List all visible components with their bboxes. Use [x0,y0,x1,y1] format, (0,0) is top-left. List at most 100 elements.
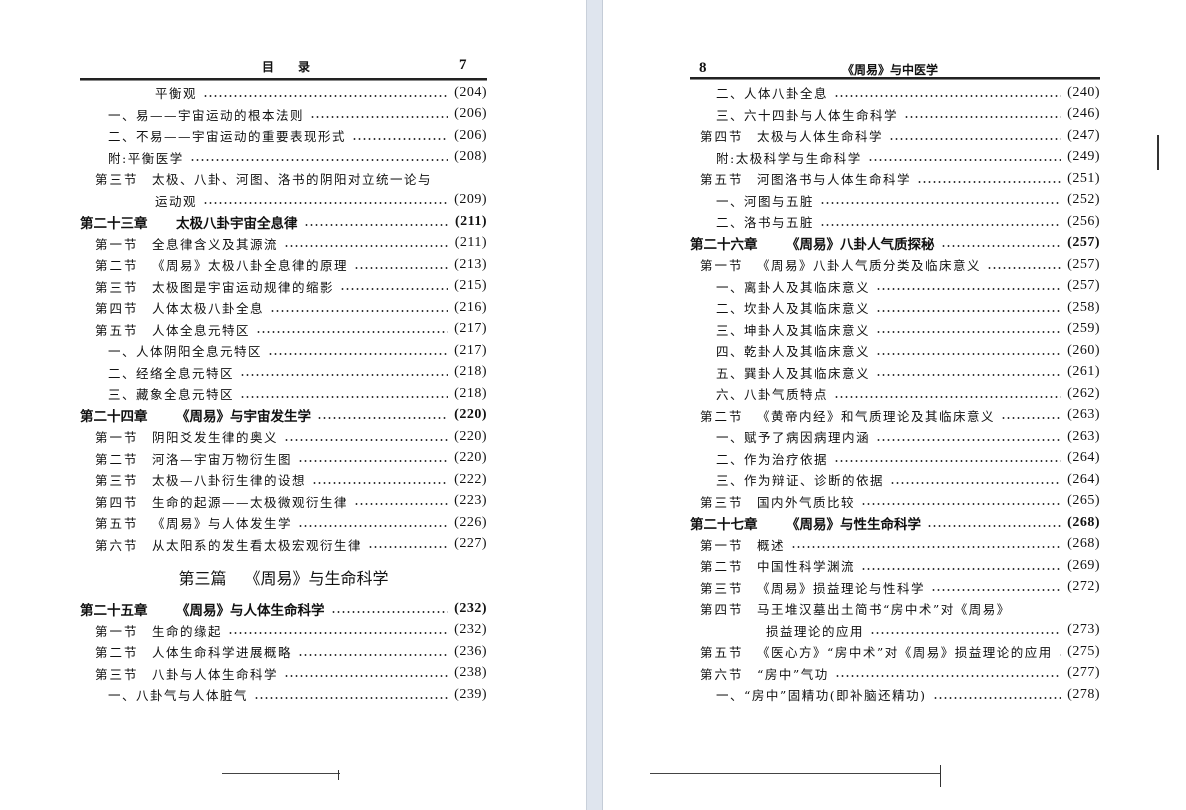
entry-number: 第三节 [95,279,139,295]
dot-leader [203,202,449,205]
entry-number: 第二十五章 [80,602,148,619]
entry-title: 二、人体八卦全息 [716,86,829,102]
toc-entry-item: 附:太极科学与生命科学 (249) [690,147,1100,169]
toc-entry-item: 一、易——宇宙运动的根本法则 (206) [80,104,487,126]
entry-number: 第二十三章 [80,215,148,232]
entry-number: 第一节 [700,537,744,553]
entry-page: (264) [1067,471,1100,487]
entry-page: (263) [1067,407,1100,423]
dot-leader [890,481,1062,484]
entry-number: 第三节 [95,666,139,682]
dot-leader [298,460,449,463]
right-footer-tick [940,765,941,787]
entry-title: 人体生命科学进展概略 [152,645,293,661]
entry-page: (206) [454,106,487,122]
entry-title: 生命的起源——太极微观衍生律 [152,494,349,510]
entry-number: 第六节 [700,666,744,682]
entry-title: 三、六十四卦与人体生命科学 [716,107,899,123]
left-footer-tick [338,770,339,780]
toc-entry-section: 第四节 人体太极八卦全息 (216) [80,297,487,319]
entry-title: 生命的缘起 [152,623,223,639]
toc-entry-chapter: 第二十六章 《周易》八卦人气质探秘 (257) [690,233,1100,255]
dot-leader [940,245,1062,248]
entry-title: 从太阳系的发生看太极宏观衍生律 [152,537,363,553]
entry-page: (211) [454,235,487,251]
toc-entry-section: 第一节 概述 (268) [690,534,1100,556]
toc-entry-section: 第三节 《周易》损益理论与性科学 (272) [690,577,1100,599]
entry-page: (251) [1067,170,1100,186]
toc-entry-section: 第六节 从太阳系的发生看太极宏观衍生律 (227) [80,534,487,556]
toc-entry-section: 第四节 太极与人体生命科学 (247) [690,125,1100,147]
entry-page: (239) [454,686,487,702]
toc-entry-item: 二、作为治疗依据 (264) [690,448,1100,470]
toc-entry-section: 第二节 《黄帝内经》和气质理论及其临床意义 (263) [690,405,1100,427]
toc-entry-section: 第二节 人体生命科学进展概略 (236) [80,641,487,663]
toc-left: 平衡观 (204) 一、易——宇宙运动的根本法则 (206) 二、不易——宇宙运动的重要… [80,82,487,706]
entry-number: 第二节 [95,258,139,274]
toc-entry-section: 第三节 太极图是宇宙运动规律的缩影 (215) [80,276,487,298]
dot-leader [876,352,1062,355]
entry-title: 一、“房中”固精功(即补脑还精功) [716,688,927,704]
entry-number: 第二节 [95,645,139,661]
part-title: 《周易》与生命科学 [244,568,389,588]
entry-page: (220) [454,428,487,444]
toc-entry-item: 三、坤卦人及其临床意义 (259) [690,319,1100,341]
entry-title: 一、易——宇宙运动的根本法则 [108,107,305,123]
entry-page: (232) [454,600,487,616]
entry-title: 马王堆汉墓出土简书“房中术”对《周易》 [757,602,1011,618]
entry-number: 第二十四章 [80,409,148,426]
entry-title: 中国性科学渊流 [757,559,856,575]
entry-title: 《黄帝内经》和气质理论及其临床意义 [757,408,996,424]
dot-leader [791,546,1062,549]
dot-leader [1001,417,1062,420]
dot-leader [368,546,449,549]
entry-number: 第二节 [700,408,744,424]
dot-leader [927,524,1062,527]
toc-entry-section: 第二节 中国性科学渊流 (269) [690,555,1100,577]
entry-page: (218) [454,385,487,401]
toc-entry-section: 第五节 《医心方》“房中术”对《周易》损益理论的应用 (275) [690,641,1100,663]
left-header-rule [80,78,487,81]
entry-page: (260) [1067,342,1100,358]
toc-entry-section: 第四节 马王堆汉墓出土简书“房中术”对《周易》 [690,598,1100,620]
entry-title: “房中”气功 [757,666,829,682]
entry-page: (206) [454,127,487,143]
toc-entry-item: 三、六十四卦与人体生命科学 (246) [690,104,1100,126]
entry-title: 国内外气质比较 [757,494,856,510]
toc-entry-item: 三、作为辩证、诊断的依据 (264) [690,469,1100,491]
toc-entry-item: 一、人体阴阳全息元特区 (217) [80,340,487,362]
left-running-header: 目 录 [262,60,311,74]
entry-page: (252) [1067,192,1100,208]
entry-title: 四、乾卦人及其临床意义 [716,344,871,360]
toc-entry-chapter: 第二十四章 《周易》与宇宙发生学 (220) [80,405,487,427]
entry-page: (215) [454,278,487,294]
entry-title: 附:太极科学与生命科学 [716,150,862,166]
toc-entry-section: 第三节 国内外气质比较 (265) [690,491,1100,513]
toc-right: 二、人体八卦全息 (240) 三、六十四卦与人体生命科学 (246) 第四节 太极与人体生… [690,82,1100,706]
dot-leader [330,610,449,613]
entry-number: 第五节 [95,322,139,338]
toc-entry-item: 二、经络全息元特区 (218) [80,362,487,384]
dot-leader [284,438,449,441]
dot-leader [268,352,449,355]
entry-title: 《医心方》“房中术”对《周易》损益理论的应用 [757,645,1053,661]
dot-leader [317,417,449,420]
entry-title: 一、赋予了病因病理内涵 [716,430,871,446]
entry-page: (264) [1067,450,1100,466]
entry-title: 平衡观 [155,86,198,102]
toc-entry-section: 第二节 《周易》太极八卦全息律的原理 (213) [80,254,487,276]
entry-title: 河洛—宇宙万物衍生图 [152,451,293,467]
entry-page: (223) [454,493,487,509]
entry-page: (220) [454,450,487,466]
entry-page: (211) [454,213,487,229]
right-footer-line [650,773,940,774]
dot-leader [254,696,449,699]
entry-page: (275) [1067,643,1100,659]
entry-title: 二、坎卦人及其临床意义 [716,301,871,317]
dot-leader [917,180,1062,183]
entry-title: 六、八卦气质特点 [716,387,829,403]
entry-number: 第一节 [95,430,139,446]
entry-title: 太极、八卦、河图、洛书的阴阳对立统一论与 [152,172,433,188]
entry-page: (217) [454,342,487,358]
entry-page: (247) [1067,127,1100,143]
